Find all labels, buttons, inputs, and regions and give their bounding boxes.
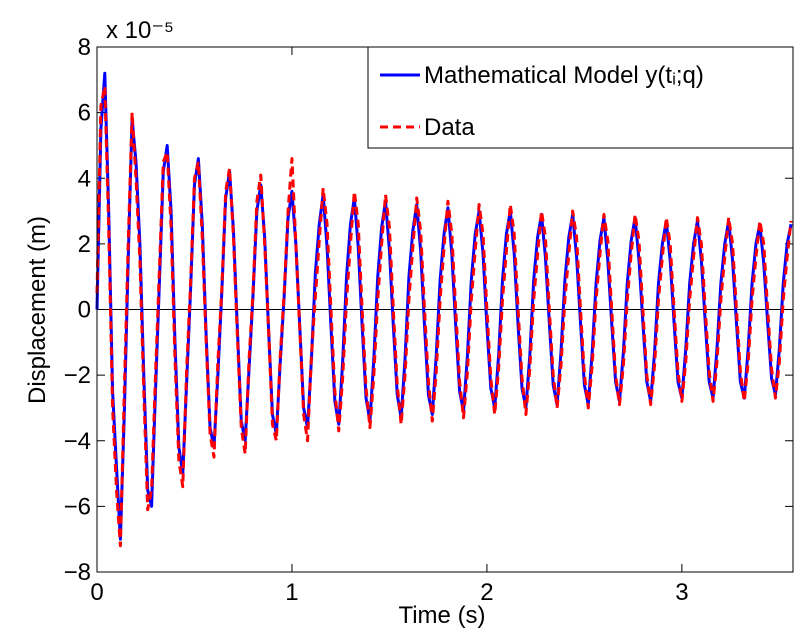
x-tick-label: 1 (285, 579, 298, 606)
legend-box (367, 46, 794, 149)
x-tick-label: 0 (90, 579, 103, 606)
x-tick-label: 2 (480, 579, 493, 606)
y-tick-label: −2 (64, 362, 91, 389)
y-tick-label: 0 (78, 297, 91, 324)
y-multiplier: x 10⁻⁵ (106, 17, 174, 44)
data-line (95, 84, 793, 548)
y-tick-label: 4 (78, 165, 91, 192)
y-tick-label: −8 (64, 559, 91, 586)
y-axis-label: Displacement (m) (24, 216, 51, 404)
y-tick-label: 8 (78, 34, 91, 61)
legend-label: Data (424, 114, 475, 141)
y-tick-label: −4 (64, 428, 91, 455)
legend-label: Mathematical Model y(tᵢ;q) (424, 62, 704, 89)
x-axis-label: Time (s) (398, 602, 485, 629)
y-tick-label: 2 (78, 231, 91, 258)
y-tick-label: 6 (78, 100, 91, 127)
x-tick-label: 3 (675, 579, 688, 606)
y-tick-label: −6 (64, 493, 91, 520)
